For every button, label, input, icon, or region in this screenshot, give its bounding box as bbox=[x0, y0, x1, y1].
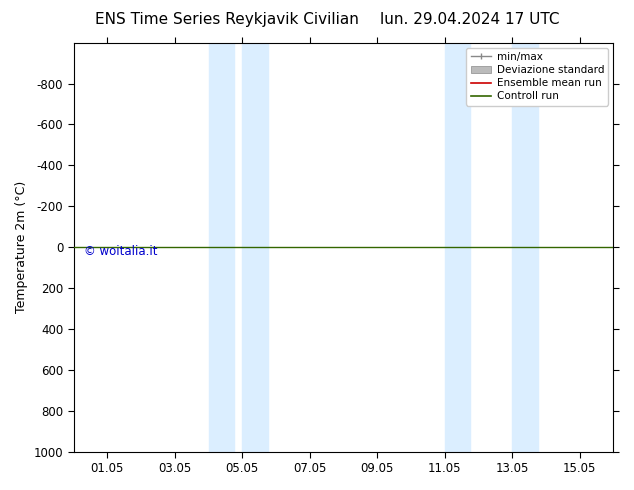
Y-axis label: Temperature 2m (°C): Temperature 2m (°C) bbox=[15, 181, 28, 313]
Text: © woitalia.it: © woitalia.it bbox=[84, 245, 158, 258]
Text: lun. 29.04.2024 17 UTC: lun. 29.04.2024 17 UTC bbox=[380, 12, 560, 27]
Bar bbox=[242, 43, 268, 452]
Text: ENS Time Series Reykjavik Civilian: ENS Time Series Reykjavik Civilian bbox=[95, 12, 359, 27]
Bar bbox=[512, 43, 538, 452]
Legend: min/max, Deviazione standard, Ensemble mean run, Controll run: min/max, Deviazione standard, Ensemble m… bbox=[467, 48, 608, 105]
Bar bbox=[209, 43, 234, 452]
Bar bbox=[444, 43, 470, 452]
